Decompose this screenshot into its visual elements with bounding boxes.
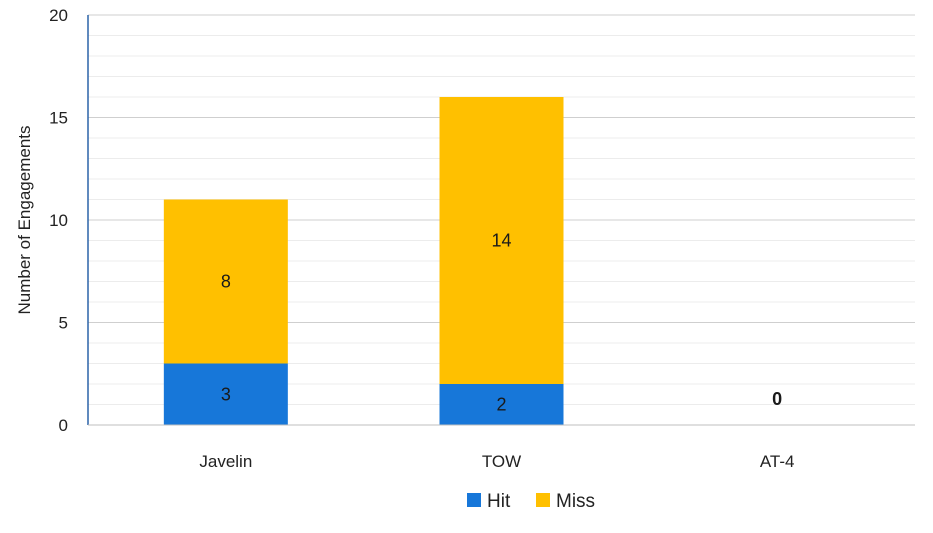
x-axis: Javelin TOW AT-4 xyxy=(88,424,915,471)
y-tick-label: 0 xyxy=(59,416,68,435)
y-tick-label: 10 xyxy=(49,211,68,230)
y-tick-label: 5 xyxy=(59,314,68,333)
data-label: 2 xyxy=(496,395,506,415)
x-tick-label: TOW xyxy=(482,452,521,471)
bar-miss xyxy=(439,97,564,384)
bar-hit xyxy=(163,363,288,425)
data-label: 3 xyxy=(221,384,231,404)
data-label: 8 xyxy=(221,272,231,292)
legend-swatch-miss xyxy=(536,493,550,507)
bar-miss xyxy=(163,199,288,364)
y-axis: 0 5 10 15 20 xyxy=(49,6,89,435)
x-tick-label: AT-4 xyxy=(760,452,795,471)
legend: Hit Miss xyxy=(467,491,595,512)
y-tick-label: 20 xyxy=(49,6,68,25)
y-tick-label: 15 xyxy=(49,109,68,128)
x-tick-label: Javelin xyxy=(199,452,252,471)
data-labels: 3 8 2 14 0 xyxy=(221,231,782,415)
total-label: 0 xyxy=(772,389,782,409)
legend-label-hit: Hit xyxy=(487,491,511,512)
bars xyxy=(163,97,564,425)
legend-swatch-hit xyxy=(467,493,481,507)
legend-label-miss: Miss xyxy=(556,491,595,512)
data-label: 14 xyxy=(491,231,511,251)
bar-hit xyxy=(439,384,564,425)
y-axis-title: Number of Engagements xyxy=(15,126,34,315)
